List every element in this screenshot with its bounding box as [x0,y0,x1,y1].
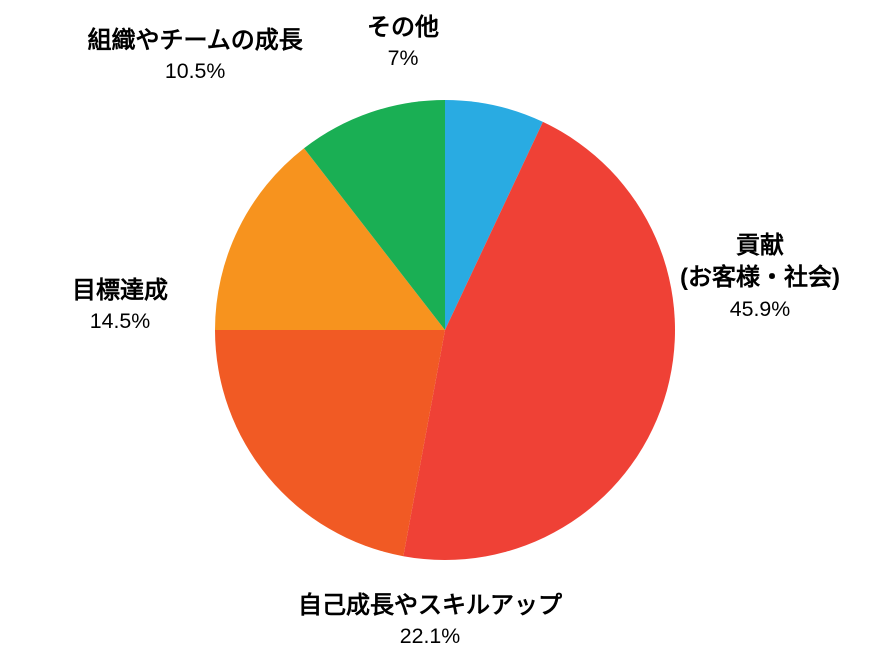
slice-percent: 45.9% [680,295,840,324]
slice-label: 自己成長やスキルアップ22.1% [298,590,562,651]
slice-label: その他7% [367,12,439,73]
slice-name: 貢献(お客様・社会) [680,230,840,295]
slice-label: 組織やチームの成長10.5% [88,25,303,86]
slice-name: その他 [367,12,439,44]
slice-percent: 10.5% [88,57,303,86]
slice-percent: 22.1% [298,622,562,651]
slice-label: 貢献(お客様・社会)45.9% [680,230,840,324]
slice-percent: 14.5% [72,307,168,336]
pie-chart: その他7% 貢献(お客様・社会)45.9% 自己成長やスキルアップ22.1% 目標達成… [0,0,890,668]
slice-name: 組織やチームの成長 [88,25,303,57]
slice-name: 目標達成 [72,275,168,307]
slice-name: 自己成長やスキルアップ [298,590,562,622]
slice-percent: 7% [367,44,439,73]
slice-label: 目標達成14.5% [72,275,168,336]
